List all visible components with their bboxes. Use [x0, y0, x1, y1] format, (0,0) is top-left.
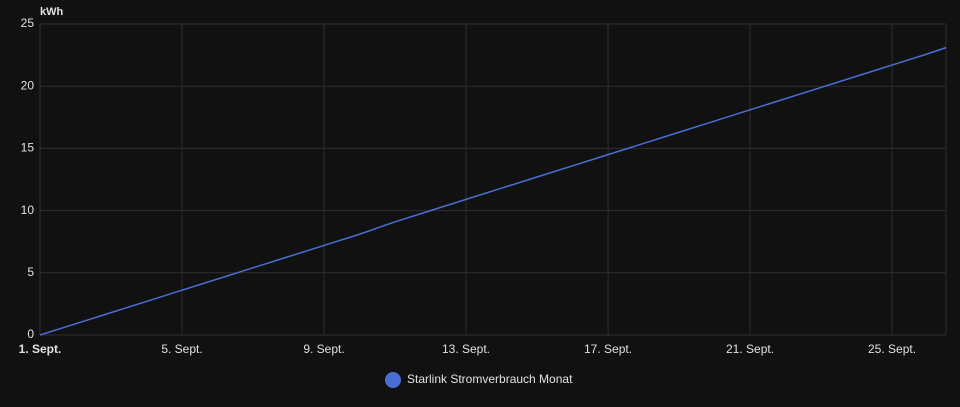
y-tick-label: 25 [21, 16, 35, 30]
y-tick-label: 0 [27, 327, 34, 341]
legend-marker [385, 372, 401, 388]
x-tick-label: 25. Sept. [868, 342, 916, 356]
y-tick-label: 15 [21, 141, 35, 155]
y-tick-label: 20 [21, 78, 35, 92]
y-tick-label: 10 [21, 203, 35, 217]
x-tick-label: 9. Sept. [303, 342, 344, 356]
x-tick-label: 21. Sept. [726, 342, 774, 356]
x-tick-label: 13. Sept. [442, 342, 490, 356]
legend-label[interactable]: Starlink Stromverbrauch Monat [407, 372, 573, 386]
x-tick-label: 1. Sept. [19, 342, 62, 356]
series-line [39, 46, 947, 336]
y-tick-label: 5 [27, 265, 34, 279]
y-axis-unit: kWh [40, 6, 64, 18]
x-tick-label: 5. Sept. [161, 342, 202, 356]
x-tick-label: 17. Sept. [584, 342, 632, 356]
